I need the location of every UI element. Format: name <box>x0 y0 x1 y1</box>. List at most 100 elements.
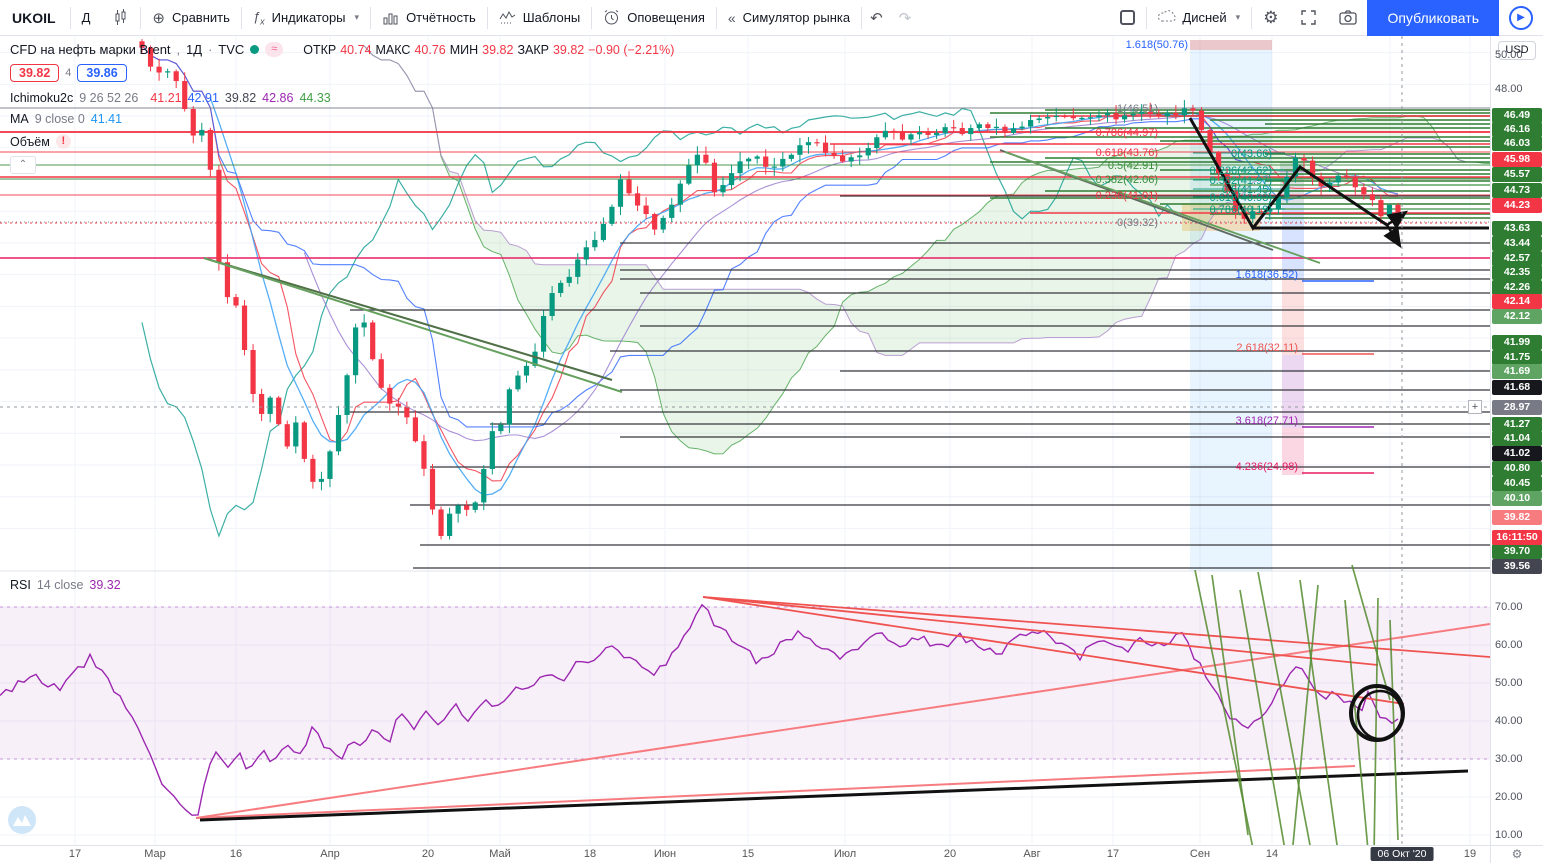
scribble-line[interactable] <box>1257 571 1311 845</box>
bid-ask-row: 39.82 4 39.86 <box>10 64 127 82</box>
candle-body <box>660 217 666 230</box>
add-alert-plus-button[interactable]: + <box>1468 400 1482 414</box>
replay-button[interactable]: « Симулятор рынка <box>727 9 851 26</box>
delayed-data-badge[interactable]: ≈ <box>265 42 284 57</box>
scribble-line[interactable] <box>1292 584 1319 845</box>
publish-button[interactable]: Опубликовать <box>1367 0 1499 36</box>
scribble-line[interactable] <box>1344 599 1369 845</box>
legend-interval[interactable]: 1Д <box>186 42 203 57</box>
fullscreen-button[interactable] <box>1289 0 1328 36</box>
candle-body <box>1250 211 1256 219</box>
legend-exchange[interactable]: TVC <box>218 42 245 57</box>
indicators-button[interactable]: ƒx Индикаторы ▾ <box>252 8 360 27</box>
candle-body <box>1002 126 1008 133</box>
alerts-button[interactable]: Оповещения <box>592 0 716 36</box>
ichimoku-legend[interactable]: Ichimoku2c 9 26 52 26 41.21 42.91 39.82 42.… <box>10 91 331 105</box>
candle-body <box>1344 175 1350 177</box>
crosshair-price-label: 28.97 <box>1492 400 1542 415</box>
rsi-trend-line[interactable] <box>702 596 1490 658</box>
layout-button[interactable] <box>1109 0 1146 36</box>
buy-button[interactable]: 39.86 <box>77 64 127 82</box>
change-value: −0.90 (−2.21%) <box>588 42 675 57</box>
sell-button[interactable]: 39.82 <box>10 64 60 82</box>
candle-body <box>1062 115 1068 118</box>
tradingview-logo[interactable] <box>8 806 36 834</box>
candle-body <box>566 276 572 283</box>
ma-value: 41.41 <box>90 112 123 126</box>
candle-body <box>1361 187 1367 195</box>
scribble-line[interactable] <box>1373 597 1379 845</box>
redo-button[interactable]: ↷ <box>898 9 912 27</box>
scribble-line[interactable] <box>1211 574 1249 836</box>
fib-extension-strip <box>1282 203 1304 280</box>
scribble-line[interactable] <box>1351 564 1391 701</box>
trend-line[interactable] <box>203 257 613 381</box>
fullscreen-icon <box>1300 9 1317 26</box>
candle-body <box>1079 117 1085 120</box>
candle-body <box>643 205 649 215</box>
trend-line[interactable] <box>1004 151 1321 264</box>
symbol-title[interactable]: CFD на нефть марки Brent <box>10 42 171 57</box>
time-tick: 15 <box>741 848 755 860</box>
candle-body <box>1139 111 1145 114</box>
zigzag-drawing[interactable] <box>1188 117 1388 231</box>
candle-body <box>1113 113 1119 120</box>
fib-label: 0(43.66) <box>1231 148 1272 160</box>
spread-value: 4 <box>65 67 72 79</box>
chart-area[interactable]: 1(46.51) 0.786(44.97) 0.618(43.76) 0.5(42.9… <box>0 36 1490 845</box>
interval-button[interactable]: Д <box>81 10 91 25</box>
arrow-drawing[interactable] <box>1386 210 1409 230</box>
templates-button[interactable]: Шаблоны <box>488 0 592 36</box>
price-level-label: 41.75 <box>1492 350 1542 365</box>
candle-body <box>301 422 307 459</box>
fib-label: 1.618(50.76) <box>1126 39 1188 51</box>
trend-line[interactable] <box>203 257 623 393</box>
candle-body <box>788 154 794 159</box>
candle-body <box>1207 130 1213 153</box>
scribble-line[interactable] <box>1389 619 1399 841</box>
rsi-legend[interactable]: RSI 14 close 39.32 <box>10 578 121 592</box>
candle-body <box>412 417 419 442</box>
candle-body <box>241 305 248 350</box>
ohlc-values: ОТКР 40.74 МАКС 40.76 МИН 39.82 ЗАКР 39.82 −… <box>303 42 675 57</box>
rsi-trend-line[interactable] <box>195 765 1356 819</box>
warning-icon[interactable]: ! <box>55 134 71 149</box>
rsi-trend-line[interactable] <box>702 596 1405 705</box>
ma-legend[interactable]: MA 9 close 0 41.41 <box>10 112 123 126</box>
volume-legend[interactable]: Объём ! <box>10 134 71 149</box>
collapse-legend-button[interactable]: ⌃ <box>10 156 36 174</box>
time-tick: Авг <box>1023 848 1041 860</box>
price-axis[interactable]: USD 50.00 48.00 46.49 46.16 46.03 45.98 45.57 4… <box>1490 36 1543 845</box>
undo-button[interactable]: ↶ <box>870 9 883 27</box>
compare-button[interactable]: ⊕ Сравнить <box>152 9 230 27</box>
time-tick: Июн <box>653 848 677 860</box>
chikou-line <box>141 107 1177 538</box>
axis-settings-corner[interactable]: ⚙ <box>1490 846 1543 863</box>
scribble-line[interactable] <box>1299 579 1338 845</box>
settings-button[interactable]: ⚙ <box>1252 0 1289 36</box>
symbol-button[interactable]: UKOIL <box>12 9 56 26</box>
candle-body <box>267 397 273 414</box>
rsi-trend-line[interactable] <box>702 596 1379 666</box>
play-button[interactable]: ▶ <box>1509 5 1533 30</box>
top-toolbar: UKOIL Д ⊕ Сравнить ƒx Индикаторы ▾ Отчёт… <box>0 0 1543 36</box>
candle-body <box>1233 190 1239 212</box>
price-level-label: 41.99 <box>1492 335 1542 350</box>
candle-body <box>489 431 495 469</box>
currency-button[interactable]: USD <box>1498 41 1536 60</box>
candle-body <box>1386 204 1393 217</box>
cloud-layout-button[interactable]: Дисней ▾ <box>1147 0 1251 36</box>
chart-canvas[interactable]: 1(46.51) 0.786(44.97) 0.618(43.76)0.5(42.9… <box>0 36 1490 845</box>
reporting-button[interactable]: Отчётность <box>371 0 487 36</box>
candle-body <box>250 349 256 394</box>
chart-type-button[interactable] <box>101 0 140 36</box>
candle-body <box>472 502 478 510</box>
candle-body <box>147 47 154 67</box>
rsi-trend-line-black[interactable] <box>199 769 1469 822</box>
candle-body <box>763 156 769 167</box>
scribble-line[interactable] <box>1239 589 1285 845</box>
price-level-label: 40.80 <box>1492 461 1542 476</box>
time-axis[interactable]: 06 Окт '20 ⚙ 17 Мар 16 Апр 20 Май 18 Июн 15 Июл 20… <box>0 845 1543 863</box>
snapshot-button[interactable] <box>1328 0 1367 36</box>
time-tick: Мар <box>144 848 166 860</box>
